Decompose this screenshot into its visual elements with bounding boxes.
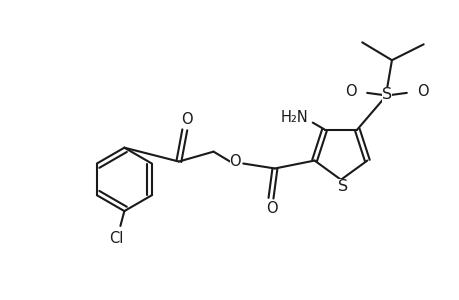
Text: O: O xyxy=(416,84,427,99)
Text: O: O xyxy=(266,201,277,216)
Text: Cl: Cl xyxy=(109,231,123,246)
Text: O: O xyxy=(345,84,356,99)
Text: S: S xyxy=(381,87,391,102)
Text: S: S xyxy=(337,179,347,194)
Text: H₂N: H₂N xyxy=(280,110,308,125)
Text: O: O xyxy=(229,154,241,169)
Text: O: O xyxy=(180,112,192,128)
